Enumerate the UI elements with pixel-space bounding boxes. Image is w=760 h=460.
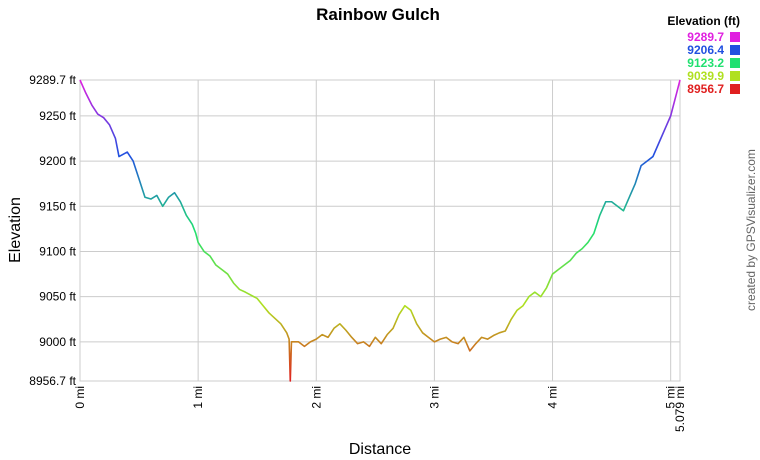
- plot-border: [79, 79, 681, 382]
- y-tick-label: 9100 ft: [39, 244, 76, 258]
- legend-swatch: [730, 32, 740, 42]
- y-axis-label: Elevation: [7, 197, 24, 263]
- x-tick-label: 1 mi: [191, 386, 205, 409]
- legend-swatch: [730, 45, 740, 55]
- y-tick-label: 9050 ft: [39, 290, 76, 304]
- legend-label: 9123.2: [687, 56, 724, 70]
- legend-swatch: [730, 58, 740, 68]
- y-tick-label: 9150 ft: [39, 199, 76, 213]
- y-tick-label: 9200 ft: [39, 154, 76, 168]
- credit: created by GPSVisualizer.com: [744, 149, 758, 311]
- y-tick-label: 9250 ft: [39, 109, 76, 123]
- legend-label: 9206.4: [687, 43, 724, 57]
- x-tick-label: 0 mi: [73, 386, 87, 409]
- legend-label: 8956.7: [687, 82, 724, 96]
- y-tick-label: 9289.7 ft: [29, 73, 76, 87]
- legend-swatch: [730, 84, 740, 94]
- x-tick-label: 5.079 mi: [673, 386, 687, 432]
- y-tick-label: 8956.7 ft: [29, 374, 76, 388]
- chart-title: Rainbow Gulch: [316, 5, 440, 24]
- x-axis-label: Distance: [349, 441, 411, 458]
- legend-label: 9289.7: [687, 30, 724, 44]
- x-tick-label: 2 mi: [309, 386, 323, 409]
- legend-title: Elevation (ft): [667, 14, 740, 28]
- y-tick-label: 9000 ft: [39, 335, 76, 349]
- legend-label: 9039.9: [687, 69, 724, 83]
- x-tick-label: 4 mi: [546, 386, 560, 409]
- x-tick-label: 5 mi: [664, 386, 678, 409]
- legend-swatch: [730, 71, 740, 81]
- elevation-line: [79, 79, 681, 382]
- x-tick-label: 3 mi: [427, 386, 441, 409]
